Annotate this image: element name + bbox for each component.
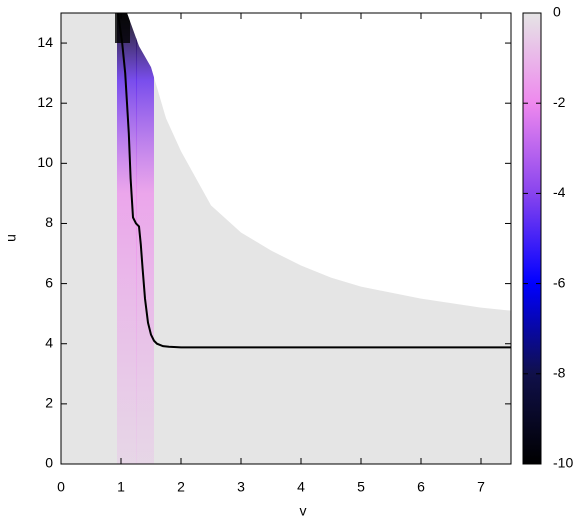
stripe	[117, 13, 137, 464]
y-tick-label: 10	[37, 154, 53, 170]
stripe-band	[136, 13, 154, 464]
y-tick-label: 8	[45, 214, 53, 230]
x-tick-label: 1	[117, 479, 125, 495]
y-tick-label: 12	[37, 94, 53, 110]
stripe-band	[117, 13, 137, 464]
x-axis-label: v	[300, 503, 307, 519]
x-tick-label: 5	[357, 479, 365, 495]
colorbar-tick-label: -8	[553, 365, 566, 381]
y-tick-label: 2	[45, 395, 53, 411]
colorbar-tick-label: 0	[553, 4, 561, 20]
plot-area	[61, 12, 511, 464]
x-tick-label: 4	[297, 479, 305, 495]
y-tick-label: 4	[45, 334, 53, 350]
y-axis-label: u	[3, 234, 19, 242]
curve	[117, 12, 511, 349]
field-region	[61, 13, 511, 464]
x-tick-label: 6	[417, 479, 425, 495]
x-tick-label: 2	[177, 479, 185, 495]
x-tick-label: 0	[57, 479, 65, 495]
colorbar	[522, 12, 542, 465]
y-tick-label: 14	[37, 34, 53, 50]
plot-frame	[60, 12, 512, 465]
colorbar-tick-label: -6	[553, 274, 566, 290]
heatmap-stripes	[115, 13, 154, 464]
x-tick-label: 3	[237, 479, 245, 495]
colorbar-tick-label: -2	[553, 94, 566, 110]
x-tick-label: 7	[477, 479, 485, 495]
colorbar-tick-label: -10	[553, 455, 573, 471]
colorbar-tick-label: -4	[553, 184, 566, 200]
y-tick-label: 0	[45, 455, 53, 471]
y-tick-label: 6	[45, 274, 53, 290]
stripe	[136, 13, 154, 464]
